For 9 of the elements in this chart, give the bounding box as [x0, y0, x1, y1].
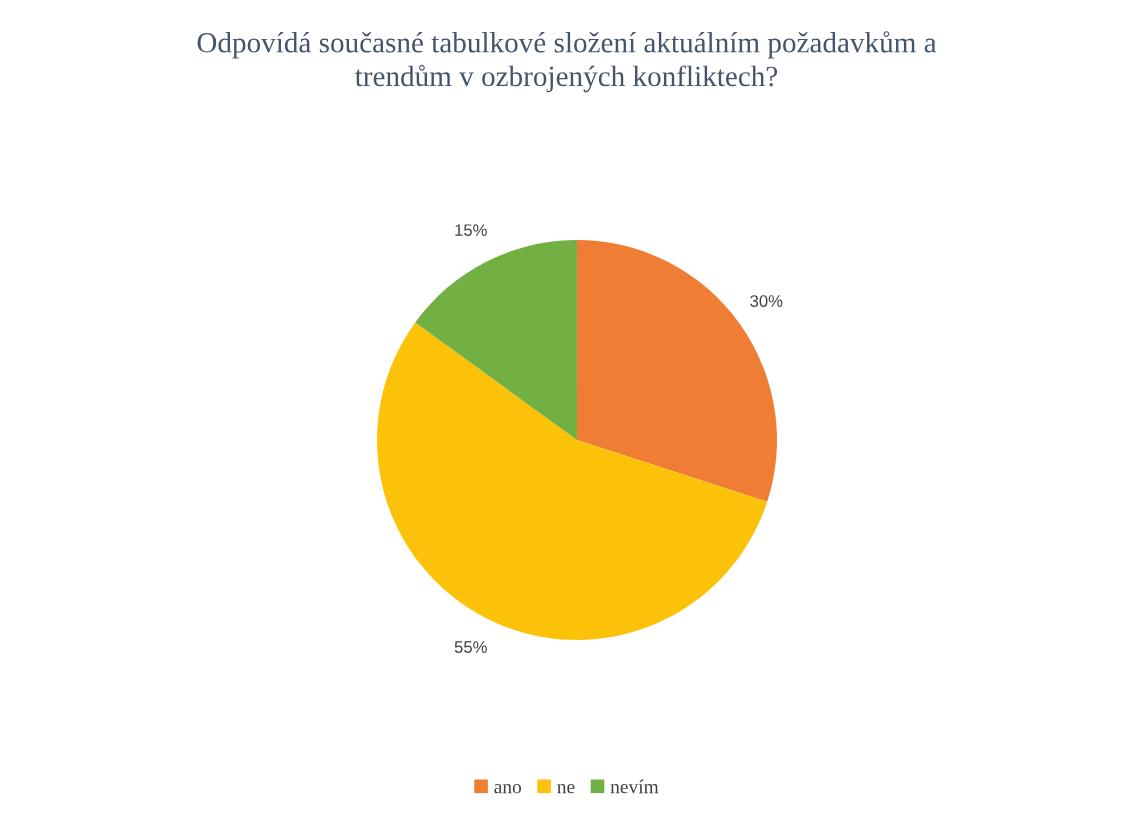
legend-label: ano — [494, 783, 522, 794]
pie-slice — [415, 240, 577, 441]
chart-title: Odpovídá současné tabulkové složení aktuálním požadavkům a trendům v ozbrojených konfliktech? — [197, 31, 937, 93]
data-label: 55% — [454, 641, 487, 653]
legend-label: ne — [557, 783, 575, 794]
legend-label: nevím — [610, 779, 659, 794]
data-label: 15% — [455, 224, 487, 237]
data-label: 30% — [750, 295, 783, 307]
pie-slice — [377, 322, 768, 640]
